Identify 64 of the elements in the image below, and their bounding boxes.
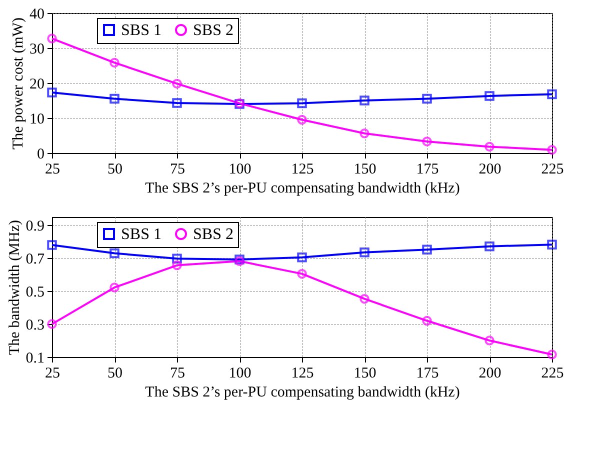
- point: [484, 91, 494, 101]
- x-tick-label: 75: [170, 162, 185, 178]
- point: [110, 94, 120, 104]
- point: [422, 316, 432, 326]
- y-tick-label: 0.7: [26, 252, 45, 268]
- y-tick-label: 10: [30, 112, 44, 128]
- x-tick-label: 25: [45, 366, 60, 382]
- x-tick-label: 225: [541, 162, 564, 178]
- x-tick-label: 75: [170, 366, 185, 382]
- point: [422, 136, 432, 146]
- point: [484, 142, 494, 152]
- x-tick-label: 175: [416, 366, 439, 382]
- x-tick-label: 150: [354, 162, 376, 178]
- legend-label: SBS 1: [121, 226, 162, 243]
- y-tick-label: 0.9: [26, 218, 44, 235]
- point: [360, 96, 370, 106]
- y-tick-label: 0.3: [26, 318, 44, 334]
- x-tick-label: 125: [291, 162, 314, 178]
- x-axis-title: The SBS 2’s per-PU compensating bandwidth (kHz): [145, 384, 460, 400]
- x-tick-label: 225: [541, 366, 564, 382]
- point: [110, 282, 120, 292]
- legend-label: SBS 1: [121, 22, 162, 39]
- x-tick-label: 100: [228, 162, 252, 178]
- x-tick-label: 50: [108, 162, 122, 178]
- y-tick-label: 0.5: [26, 284, 44, 301]
- y-tick-label: 20: [30, 76, 44, 92]
- point: [547, 89, 557, 100]
- x-tick-label: 175: [416, 162, 439, 178]
- x-tick-label: 200: [478, 366, 502, 382]
- y-tick-label: 40: [30, 6, 44, 22]
- point: [297, 268, 307, 279]
- point: [110, 58, 120, 68]
- point: [172, 260, 182, 270]
- x-tick-label: 50: [108, 366, 122, 382]
- y-axis-title: The power cost (mW): [10, 17, 26, 150]
- point: [484, 336, 494, 346]
- point: [297, 252, 307, 262]
- x-tick-label: 25: [45, 162, 60, 178]
- point: [297, 114, 307, 125]
- y-tick-label: 0.1: [26, 350, 44, 366]
- y-tick-label: 0: [37, 146, 44, 162]
- legend-label: SBS 2: [193, 22, 234, 39]
- x-tick-label: 150: [354, 366, 376, 382]
- point: [172, 98, 182, 108]
- point: [422, 94, 432, 104]
- point: [110, 248, 120, 258]
- point: [360, 128, 370, 138]
- point: [422, 244, 432, 254]
- x-tick-label: 125: [291, 366, 314, 382]
- x-tick-label: 100: [228, 366, 252, 382]
- x-axis-title: The SBS 2’s per-PU compensating bandwidth (kHz): [145, 180, 460, 196]
- point: [484, 241, 494, 252]
- point: [547, 240, 557, 250]
- point: [47, 240, 57, 250]
- point: [360, 294, 370, 304]
- point: [297, 98, 307, 108]
- point: [47, 88, 57, 98]
- point: [360, 248, 370, 258]
- y-tick-label: 30: [30, 42, 44, 58]
- x-tick-label: 200: [478, 162, 502, 178]
- point: [172, 254, 182, 264]
- y-axis-title: The bandwidth (MHz): [6, 220, 23, 355]
- point: [172, 78, 182, 89]
- legend-label: SBS 2: [193, 226, 234, 243]
